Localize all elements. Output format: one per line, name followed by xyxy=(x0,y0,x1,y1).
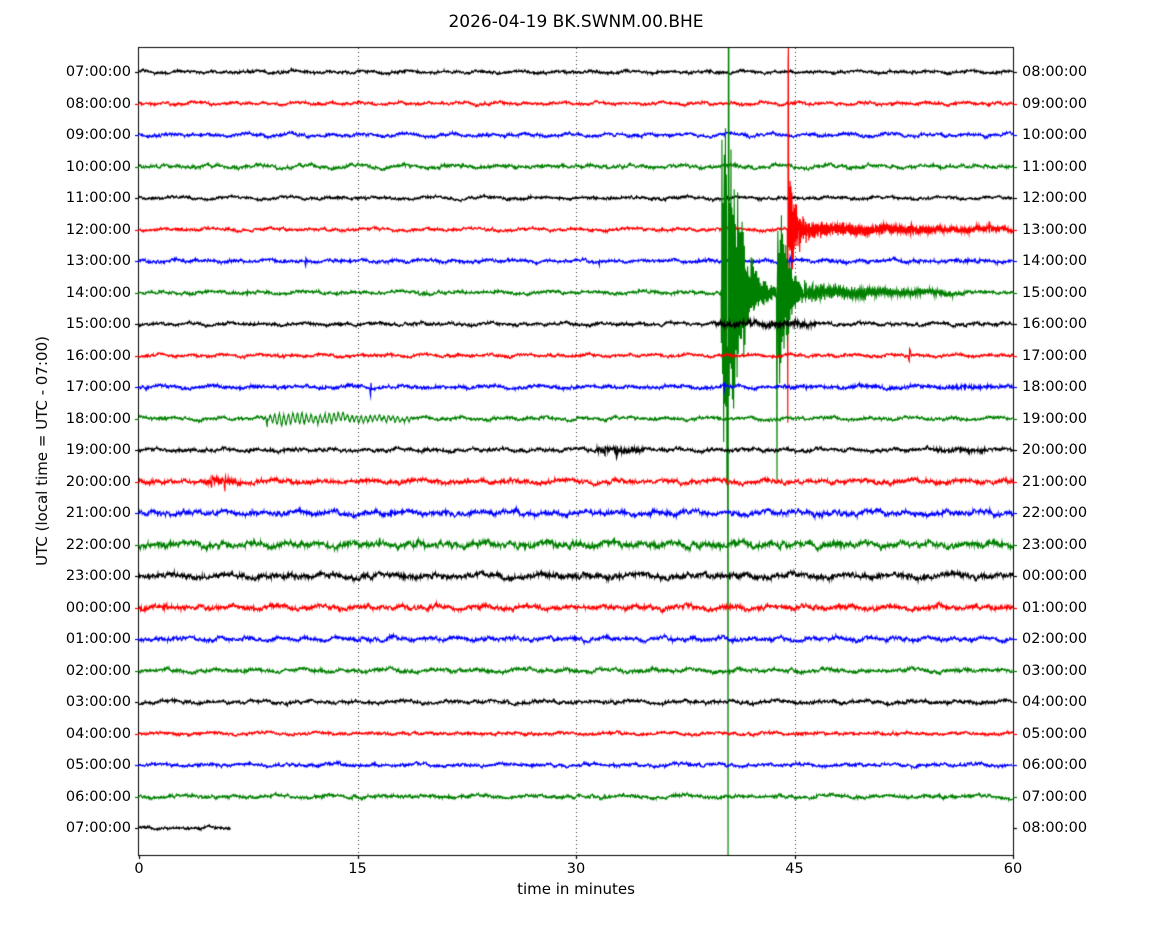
row-label-left: 03:00:00 xyxy=(65,693,131,710)
row-label-left: 06:00:00 xyxy=(65,788,131,805)
row-label-left: 07:00:00 xyxy=(65,819,131,836)
row-label-right: 05:00:00 xyxy=(1022,725,1088,742)
row-label-left: 11:00:00 xyxy=(65,189,131,206)
row-label-right: 00:00:00 xyxy=(1022,567,1088,584)
row-label-right: 14:00:00 xyxy=(1022,252,1088,269)
x-tick-label: 60 xyxy=(1003,861,1023,877)
row-label-left: 14:00:00 xyxy=(65,284,131,301)
row-label-right: 21:00:00 xyxy=(1022,473,1088,490)
row-label-left: 16:00:00 xyxy=(65,347,131,364)
row-label-right: 19:00:00 xyxy=(1022,410,1088,427)
row-label-left: 08:00:00 xyxy=(65,95,131,112)
x-tick-label: 30 xyxy=(566,861,586,877)
row-label-left: 00:00:00 xyxy=(65,599,131,616)
row-label-right: 20:00:00 xyxy=(1022,441,1088,458)
row-label-right: 06:00:00 xyxy=(1022,756,1088,773)
row-label-right: 16:00:00 xyxy=(1022,315,1088,332)
row-label-right: 03:00:00 xyxy=(1022,662,1088,679)
row-label-left: 15:00:00 xyxy=(65,315,131,332)
row-label-left: 19:00:00 xyxy=(65,441,131,458)
x-axis-label: time in minutes xyxy=(517,880,635,898)
row-label-right: 17:00:00 xyxy=(1022,347,1088,364)
chart-title: 2026-04-19 BK.SWNM.00.BHE xyxy=(448,12,704,32)
row-label-left: 07:00:00 xyxy=(65,63,131,80)
x-tick-label: 45 xyxy=(785,861,804,877)
y-axis-label: UTC (local time = UTC - 07:00) xyxy=(33,336,51,566)
row-label-left: 20:00:00 xyxy=(65,473,131,490)
row-label-left: 10:00:00 xyxy=(65,158,131,175)
row-label-left: 21:00:00 xyxy=(65,504,131,521)
row-label-left: 17:00:00 xyxy=(65,378,131,395)
row-label-right: 04:00:00 xyxy=(1022,693,1088,710)
row-label-right: 02:00:00 xyxy=(1022,630,1088,647)
row-label-right: 08:00:00 xyxy=(1022,819,1088,836)
row-label-left: 23:00:00 xyxy=(65,567,131,584)
x-tick-label: 0 xyxy=(134,861,144,877)
row-label-right: 07:00:00 xyxy=(1022,788,1088,805)
row-label-right: 13:00:00 xyxy=(1022,221,1088,238)
row-label-right: 12:00:00 xyxy=(1022,189,1088,206)
row-label-right: 10:00:00 xyxy=(1022,126,1088,143)
row-label-right: 15:00:00 xyxy=(1022,284,1088,301)
row-label-left: 13:00:00 xyxy=(65,252,131,269)
row-label-right: 18:00:00 xyxy=(1022,378,1088,395)
row-label-left: 09:00:00 xyxy=(65,126,131,143)
row-label-left: 01:00:00 xyxy=(65,630,131,647)
row-label-left: 02:00:00 xyxy=(65,662,131,679)
row-label-right: 11:00:00 xyxy=(1022,158,1088,175)
row-label-left: 12:00:00 xyxy=(65,221,131,238)
row-label-left: 18:00:00 xyxy=(65,410,131,427)
row-label-right: 09:00:00 xyxy=(1022,95,1088,112)
row-label-left: 05:00:00 xyxy=(65,756,131,773)
row-label-right: 23:00:00 xyxy=(1022,536,1088,553)
row-label-left: 22:00:00 xyxy=(65,536,131,553)
row-label-right: 22:00:00 xyxy=(1022,504,1088,521)
row-label-right: 01:00:00 xyxy=(1022,599,1088,616)
row-label-right: 08:00:00 xyxy=(1022,63,1088,80)
row-label-left: 04:00:00 xyxy=(65,725,131,742)
x-tick-label: 15 xyxy=(348,861,367,877)
